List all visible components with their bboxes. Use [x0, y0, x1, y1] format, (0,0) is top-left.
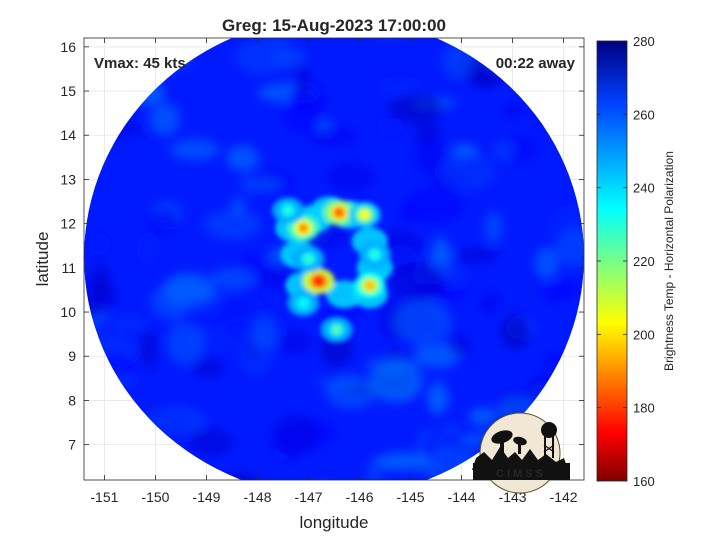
vmax-annotation: Vmax: 45 kts — [94, 55, 186, 72]
y-tick-label: 16 — [60, 39, 76, 55]
colorbar-tick-label: 220 — [633, 254, 655, 269]
colorbar-tick-label: 240 — [633, 181, 655, 196]
colorbar-tick-label: 160 — [633, 474, 655, 489]
feature-5 — [331, 324, 342, 335]
chart-title: Greg: 15-Aug-2023 17:00:00 — [222, 16, 446, 35]
x-tick-label: -147 — [294, 489, 322, 505]
x-tick-label: -151 — [90, 489, 118, 505]
y-tick-label: 9 — [68, 348, 76, 364]
feature-8 — [369, 249, 380, 260]
x-tick-label: -144 — [448, 489, 476, 505]
colorbar-tick-label: 200 — [633, 327, 655, 342]
plot-frame — [83, 37, 585, 481]
x-axis-label: longitude — [299, 513, 368, 532]
x-tick-label: -148 — [243, 489, 271, 505]
x-tick-label: -150 — [141, 489, 169, 505]
colorbar-tick-label: 260 — [633, 107, 655, 122]
y-tick-label: 12 — [60, 216, 76, 232]
y-tick-label: 7 — [68, 437, 76, 453]
storm-features — [272, 196, 393, 343]
x-tick-label: -146 — [345, 489, 373, 505]
y-tick-label: 11 — [61, 260, 76, 276]
feature-7 — [303, 254, 314, 264]
y-axis-label: latitude — [33, 232, 52, 287]
svg-text:CIMSS: CIMSS — [496, 468, 546, 480]
y-tick-label: 10 — [60, 304, 76, 320]
feature-6 — [283, 205, 294, 216]
colorbar-ticks: 160 180 200 220 240 260 280 — [597, 34, 655, 489]
colorbar-tick-label: 280 — [633, 34, 655, 49]
feature-3 — [364, 280, 375, 291]
y-tick-label: 8 — [68, 392, 76, 408]
x-tick-label: -145 — [397, 489, 425, 505]
cimss-logo: CIMSS — [472, 412, 570, 494]
feature-4 — [359, 209, 370, 220]
axis-ticks: -151 -150 -149 -148 -147 -146 -145 -144 -143 -142… — [60, 38, 584, 505]
y-tick-label: 15 — [60, 83, 76, 99]
y-tick-label: 13 — [60, 171, 76, 187]
x-tick-label: -142 — [550, 489, 578, 505]
feature-2 — [334, 207, 345, 218]
colorbar-tick-label: 180 — [633, 401, 655, 416]
colorbar — [596, 40, 628, 482]
feature-9 — [298, 298, 309, 309]
feature-0 — [313, 276, 324, 287]
x-tick-label: -149 — [192, 489, 220, 505]
colorbar-label: Brightness Temp - Horizontal Polarizatio… — [662, 151, 676, 371]
feature-1 — [298, 223, 309, 234]
y-tick-label: 14 — [60, 127, 76, 143]
time-away-annotation: 00:22 away — [496, 55, 576, 72]
